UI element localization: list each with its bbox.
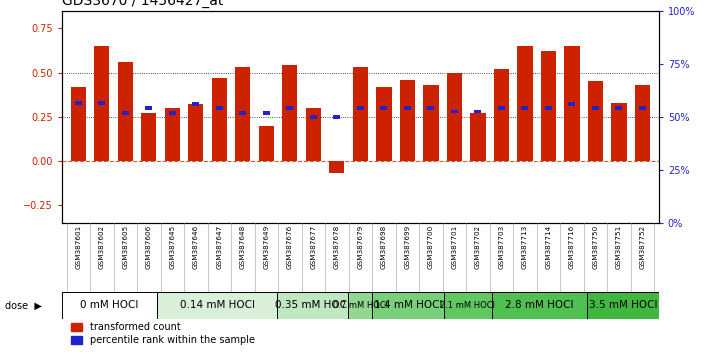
Bar [447, 73, 462, 161]
Bar [381, 106, 387, 110]
Bar [494, 69, 509, 161]
Bar [282, 65, 298, 161]
Text: GSM387602: GSM387602 [99, 225, 105, 269]
Text: 3.5 mM HOCl: 3.5 mM HOCl [589, 300, 657, 310]
Text: GSM387713: GSM387713 [522, 225, 528, 269]
Text: 1.4 mM HOCl: 1.4 mM HOCl [374, 300, 443, 310]
Text: GSM387678: GSM387678 [334, 225, 340, 269]
Bar [545, 106, 552, 110]
Text: GDS3670 / 1456427_at: GDS3670 / 1456427_at [62, 0, 223, 8]
Text: dose  ▶: dose ▶ [5, 300, 42, 310]
Text: 2.8 mM HOCl: 2.8 mM HOCl [505, 300, 574, 310]
Bar [639, 106, 646, 110]
Text: 0 mM HOCl: 0 mM HOCl [81, 300, 139, 310]
Bar [541, 51, 556, 161]
Bar [427, 106, 435, 110]
Text: 0.35 mM HOCl: 0.35 mM HOCl [275, 300, 350, 310]
Text: 2.1 mM HOCl: 2.1 mM HOCl [440, 301, 495, 310]
Bar [94, 46, 109, 161]
Text: GSM387750: GSM387750 [593, 225, 598, 269]
Text: 0.7 mM HOCl: 0.7 mM HOCl [333, 301, 388, 310]
Bar [444, 292, 491, 319]
Bar [258, 126, 274, 161]
Legend: transformed count, percentile rank within the sample: transformed count, percentile rank withi… [67, 319, 259, 349]
Bar [192, 103, 199, 106]
Bar [491, 292, 587, 319]
Bar [277, 292, 349, 319]
Bar [564, 46, 579, 161]
Text: GSM387646: GSM387646 [193, 225, 199, 269]
Bar [71, 87, 86, 161]
Text: GSM387645: GSM387645 [170, 225, 175, 269]
Text: GSM387601: GSM387601 [75, 225, 82, 269]
Text: GSM387703: GSM387703 [499, 225, 505, 269]
Bar [372, 292, 444, 319]
Text: 0.14 mM HOCl: 0.14 mM HOCl [180, 300, 255, 310]
Text: GSM387648: GSM387648 [240, 225, 246, 269]
Bar [470, 113, 486, 161]
Bar [146, 106, 152, 110]
Bar [592, 106, 599, 110]
Bar [349, 292, 372, 319]
Bar [612, 103, 627, 161]
Bar [423, 85, 438, 161]
Bar [353, 67, 368, 161]
Bar [75, 101, 82, 105]
Bar [306, 108, 321, 161]
Text: GSM387649: GSM387649 [264, 225, 269, 269]
Bar [235, 67, 250, 161]
Bar [62, 292, 157, 319]
Bar [141, 113, 157, 161]
Bar [122, 111, 129, 115]
Text: GSM387606: GSM387606 [146, 225, 152, 269]
Bar [98, 101, 106, 105]
Bar [517, 46, 532, 161]
Text: GSM387679: GSM387679 [357, 225, 363, 269]
Text: GSM387699: GSM387699 [404, 225, 411, 269]
Bar [333, 115, 340, 119]
Bar [169, 111, 175, 115]
Text: GSM387677: GSM387677 [310, 225, 317, 269]
Text: GSM387714: GSM387714 [545, 225, 551, 269]
Bar [498, 106, 505, 110]
Bar [451, 110, 458, 113]
Bar [329, 161, 344, 173]
Bar [615, 106, 622, 110]
Text: GSM387698: GSM387698 [381, 225, 387, 269]
Bar [400, 80, 415, 161]
Bar [157, 292, 277, 319]
Text: GSM387647: GSM387647 [216, 225, 222, 269]
Text: GSM387751: GSM387751 [616, 225, 622, 269]
Bar [404, 106, 411, 110]
Text: GSM387700: GSM387700 [428, 225, 434, 269]
Text: GSM387605: GSM387605 [122, 225, 128, 269]
Bar [569, 103, 575, 106]
Bar [118, 62, 133, 161]
Bar [286, 106, 293, 110]
Bar [357, 106, 364, 110]
Bar [212, 78, 227, 161]
Bar [216, 106, 223, 110]
Bar [521, 106, 529, 110]
Text: GSM387702: GSM387702 [475, 225, 481, 269]
Bar [165, 108, 180, 161]
Bar [587, 81, 603, 161]
Text: GSM387676: GSM387676 [287, 225, 293, 269]
Bar [263, 111, 270, 115]
Bar [310, 115, 317, 119]
Bar [240, 111, 246, 115]
Text: GSM387752: GSM387752 [639, 225, 646, 269]
Bar [376, 87, 392, 161]
Text: GSM387701: GSM387701 [451, 225, 457, 269]
Bar [587, 292, 659, 319]
Bar [189, 104, 204, 161]
Text: GSM387716: GSM387716 [569, 225, 575, 269]
Bar [475, 110, 481, 113]
Bar [635, 85, 650, 161]
